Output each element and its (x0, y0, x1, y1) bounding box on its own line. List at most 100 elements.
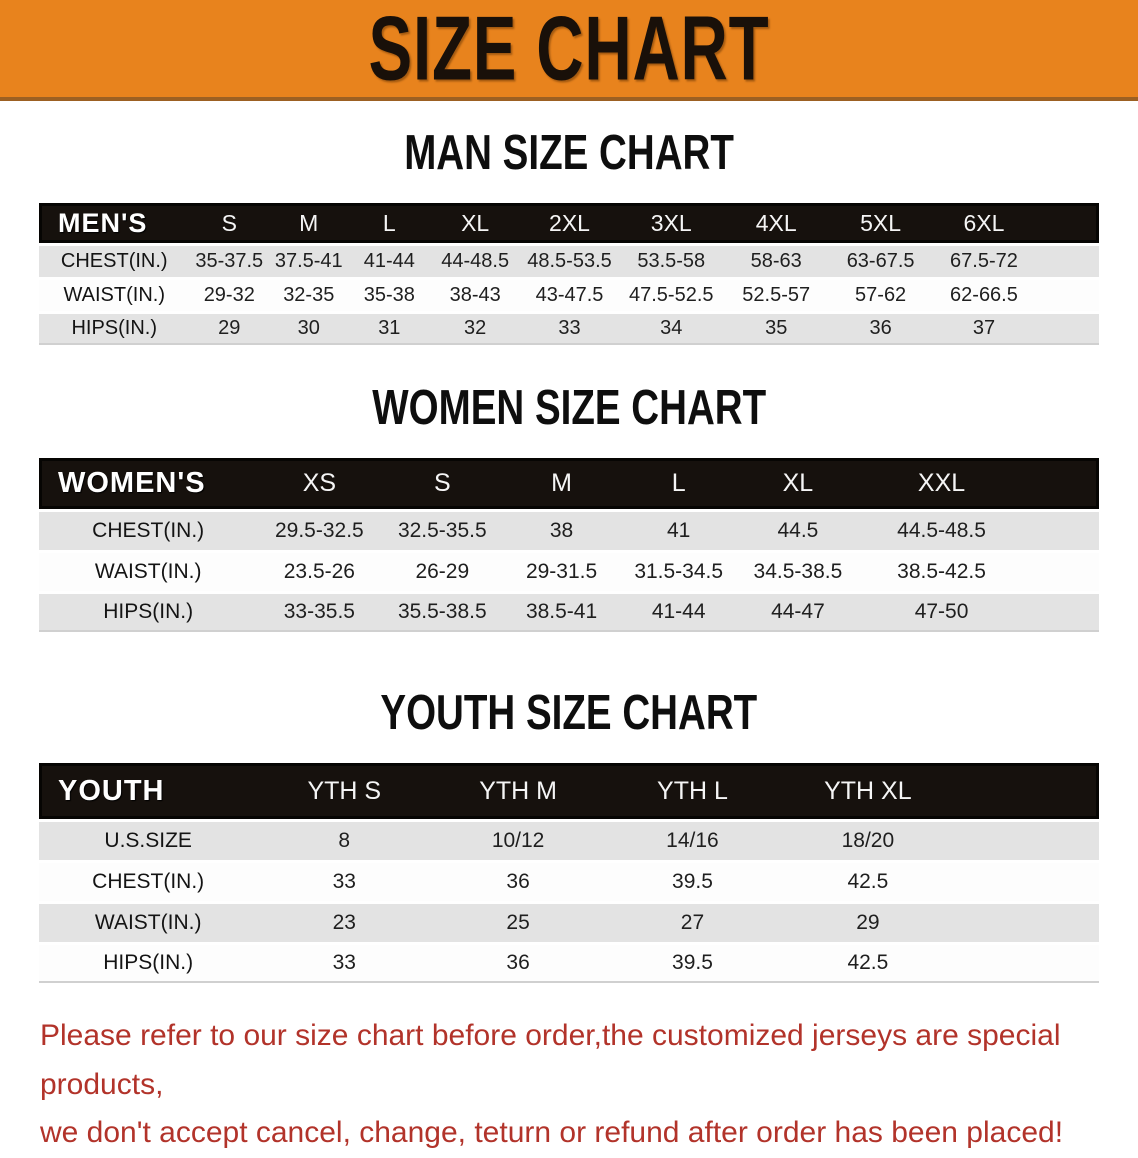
table-cell: 32.5-35.5 (381, 512, 504, 550)
women-section-heading: WOMEN SIZE CHART (0, 378, 1138, 435)
table-header-row: WOMEN'S XS S M L XL XXL (39, 458, 1099, 509)
size-chart-sections: MAN SIZE CHART MEN'S S M L XL 2XL 3XL 4XL 5XL 6XL C… (0, 124, 1138, 986)
table-cell: 53.5-58 (618, 246, 724, 277)
men-size-table: MEN'S S M L XL 2XL 3XL 4XL 5XL 6XL CHEST(IN.) 35-37… (39, 200, 1099, 348)
table-cell: 38.5-41 (503, 594, 620, 632)
table-row: CHEST(IN.) 29.5-32.5 32.5-35.5 38 41 44.5 44.5… (39, 512, 1099, 550)
row-label: U.S.SIZE (39, 822, 258, 860)
table-row: HIPS(IN.) 33 36 39.5 42.5 (39, 945, 1099, 983)
table-row: HIPS(IN.) 29 30 31 32 33 34 35 36 37 (39, 314, 1099, 345)
section-heading-text: YOUTH SIZE CHART (380, 683, 758, 740)
table-cell: 47.5-52.5 (618, 280, 724, 311)
column-header-filler (955, 763, 1099, 819)
table-cell: 32 (430, 314, 521, 345)
column-header: XL (430, 203, 521, 243)
column-header: 3XL (618, 203, 724, 243)
table-row: WAIST(IN.) 29-32 32-35 35-38 38-43 43-47.5 47.… (39, 280, 1099, 311)
column-header: XXL (858, 458, 1025, 509)
table-cell: 35 (723, 314, 829, 345)
column-header: XL (737, 458, 859, 509)
table-cell: 41-44 (348, 246, 431, 277)
table-cell: 25 (431, 904, 606, 942)
men-size-section: MAN SIZE CHART MEN'S S M L XL 2XL 3XL 4XL 5XL 6XL C… (0, 124, 1138, 348)
table-cell-filler (955, 945, 1099, 983)
column-header: S (381, 458, 504, 509)
table-cell: 37.5-41 (269, 246, 349, 277)
table-corner-label: YOUTH (39, 763, 258, 819)
table-cell: 42.5 (779, 863, 956, 901)
table-cell: 52.5-57 (723, 280, 829, 311)
women-size-table: WOMEN'S XS S M L XL XXL CHEST(IN.) 29.5-32.5 32.5… (39, 455, 1099, 635)
row-label: WAIST(IN.) (39, 904, 258, 942)
table-cell: 41-44 (619, 594, 738, 632)
table-cell: 37 (932, 314, 1036, 345)
column-header: 4XL (723, 203, 829, 243)
table-cell: 41 (619, 512, 738, 550)
row-label: WAIST(IN.) (39, 280, 190, 311)
women-size-section: WOMEN SIZE CHART WOMEN'S XS S M L XL XXL CHEST(I… (0, 379, 1138, 635)
table-cell-filler (1024, 512, 1099, 550)
table-cell: 34 (618, 314, 724, 345)
notice-line-2: we don't accept cancel, change, teturn o… (40, 1116, 1064, 1150)
column-header: 2XL (520, 203, 619, 243)
table-cell: 39.5 (605, 945, 780, 983)
youth-size-section: YOUTH SIZE CHART YOUTH YTH S YTH M YTH L YTH … (0, 684, 1138, 986)
table-row: HIPS(IN.) 33-35.5 35.5-38.5 38.5-41 41-44 44-… (39, 594, 1099, 632)
column-header-filler (1024, 458, 1099, 509)
table-cell: 62-66.5 (932, 280, 1036, 311)
section-heading-text: MAN SIZE CHART (404, 123, 734, 180)
table-cell: 38-43 (430, 280, 521, 311)
table-corner-label: WOMEN'S (39, 458, 258, 509)
row-label: CHEST(IN.) (39, 863, 258, 901)
column-header: YTH L (605, 763, 780, 819)
column-header: 6XL (932, 203, 1036, 243)
table-cell: 36 (828, 314, 933, 345)
column-header: S (189, 203, 270, 243)
table-cell: 44.5 (737, 512, 859, 550)
table-cell: 42.5 (779, 945, 956, 983)
table-row: CHEST(IN.) 35-37.5 37.5-41 41-44 44-48.5 48.5… (39, 246, 1099, 277)
table-cell-filler (955, 904, 1099, 942)
page-title: SIZE CHART (368, 0, 770, 99)
row-label: WAIST(IN.) (39, 553, 258, 591)
table-row: WAIST(IN.) 23.5-26 26-29 29-31.5 31.5-34.5 34… (39, 553, 1099, 591)
table-cell: 35-37.5 (189, 246, 270, 277)
table-cell: 58-63 (723, 246, 829, 277)
table-cell: 23.5-26 (257, 553, 382, 591)
table-cell: 34.5-38.5 (737, 553, 859, 591)
table-cell: 43-47.5 (520, 280, 619, 311)
table-cell: 36 (431, 863, 606, 901)
table-cell-filler (1024, 594, 1099, 632)
table-cell: 44-48.5 (430, 246, 521, 277)
table-row: WAIST(IN.) 23 25 27 29 (39, 904, 1099, 942)
order-notice: Please refer to our size chart before or… (0, 1012, 1138, 1158)
section-heading-text: WOMEN SIZE CHART (372, 378, 766, 435)
table-cell: 29.5-32.5 (257, 512, 382, 550)
column-header: YTH S (257, 763, 432, 819)
table-cell: 31.5-34.5 (619, 553, 738, 591)
table-cell: 29-31.5 (503, 553, 620, 591)
table-cell: 10/12 (431, 822, 606, 860)
table-cell: 33 (257, 945, 432, 983)
table-cell: 44.5-48.5 (858, 512, 1025, 550)
table-cell: 36 (431, 945, 606, 983)
table-cell: 44-47 (737, 594, 859, 632)
table-row: CHEST(IN.) 33 36 39.5 42.5 (39, 863, 1099, 901)
row-label: HIPS(IN.) (39, 594, 258, 632)
table-cell: 63-67.5 (828, 246, 933, 277)
table-cell: 23 (257, 904, 432, 942)
table-cell-filler (955, 822, 1099, 860)
table-cell: 67.5-72 (932, 246, 1036, 277)
table-cell: 29 (189, 314, 270, 345)
table-cell: 32-35 (269, 280, 349, 311)
table-cell: 18/20 (779, 822, 956, 860)
youth-size-table: YOUTH YTH S YTH M YTH L YTH XL U.S.SIZE 8 10/12… (39, 760, 1099, 986)
notice-line-1: Please refer to our size chart before or… (40, 1019, 1061, 1101)
table-cell: 33 (257, 863, 432, 901)
table-cell: 47-50 (858, 594, 1025, 632)
table-cell: 48.5-53.5 (520, 246, 619, 277)
table-cell-filler (1024, 553, 1099, 591)
column-header: YTH M (431, 763, 606, 819)
row-label: HIPS(IN.) (39, 945, 258, 983)
table-cell: 35.5-38.5 (381, 594, 504, 632)
